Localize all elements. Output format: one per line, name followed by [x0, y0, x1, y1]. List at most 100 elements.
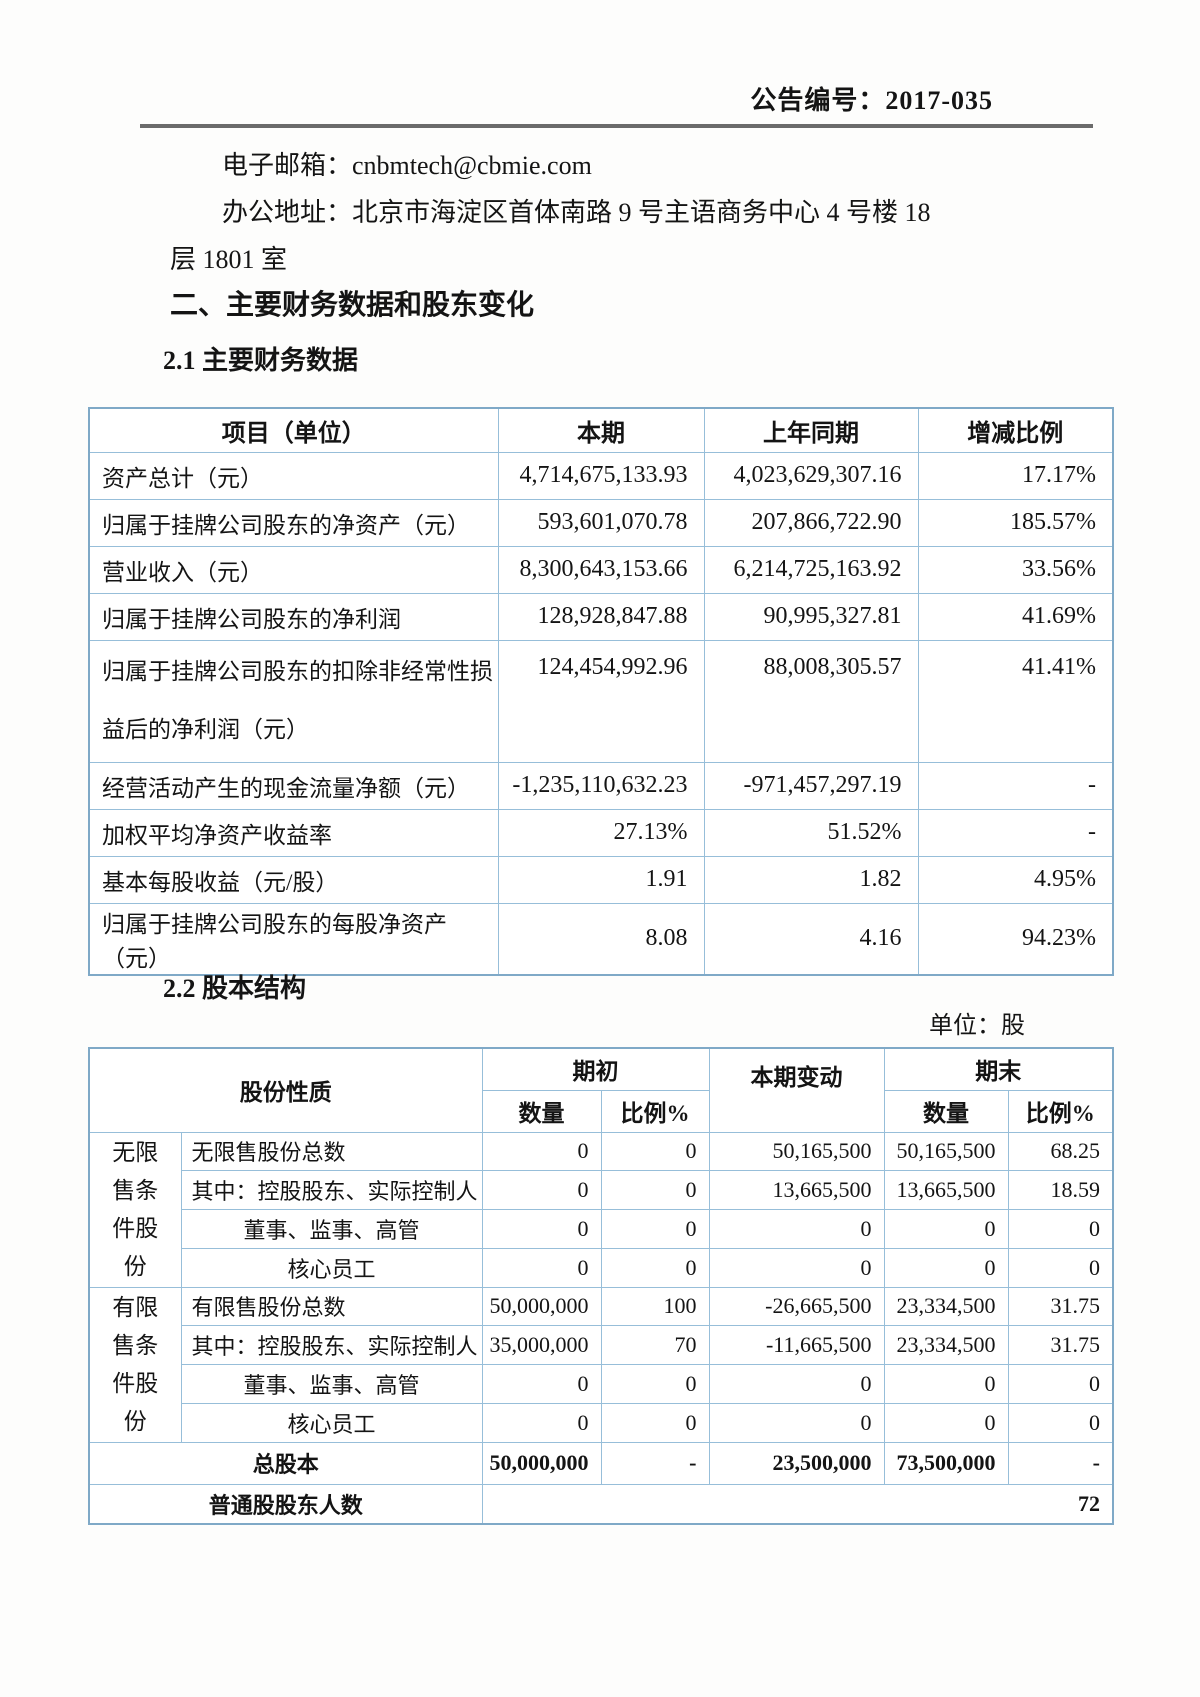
- financial-data-table: 项目（单位） 本期 上年同期 增减比例 资产总计（元） 4,714,675,13…: [88, 407, 1114, 976]
- row-label: 营业收入（元）: [88, 545, 499, 594]
- value-begin-pct: -: [600, 1441, 710, 1485]
- group-label-unrestricted: 无限 售条 件股 份: [88, 1131, 182, 1288]
- financial-table-header-row: 项目（单位） 本期 上年同期 增减比例: [88, 407, 1114, 453]
- address-line-2: 层 1801 室: [170, 245, 288, 274]
- value-begin-pct: 0: [600, 1247, 710, 1288]
- row-label: 普通股股东人数: [88, 1483, 483, 1525]
- value-end-pct: 0: [1007, 1364, 1114, 1404]
- group-label-restricted: 有限 售条 件股 份: [88, 1286, 182, 1443]
- value-begin-qty: 35,000,000: [481, 1325, 602, 1365]
- table-row: 无限 售条 件股 份 无限售股份总数 0 0 50,165,500 50,165…: [88, 1131, 1114, 1288]
- col-header-change: 增减比例: [917, 407, 1114, 453]
- value-end-qty: 23,334,500: [883, 1286, 1009, 1327]
- value-current: 27.13%: [497, 808, 705, 857]
- table-row: 归属于挂牌公司股东的净利润 128,928,847.88 90,995,327.…: [88, 592, 1114, 641]
- value-end-qty: 13,665,500: [883, 1170, 1009, 1210]
- value-change: 0: [708, 1402, 885, 1443]
- value-begin-qty: 0: [481, 1209, 602, 1249]
- value-end-pct: 18.59: [1007, 1170, 1114, 1210]
- value-end-pct: 31.75: [1007, 1286, 1114, 1327]
- value-change: 41.69%: [917, 592, 1114, 641]
- value-change: 4.95%: [917, 855, 1114, 904]
- row-label: 其中：控股股东、实际控制人: [180, 1325, 483, 1365]
- value-begin-qty: 0: [481, 1402, 602, 1443]
- table-row: 资产总计（元） 4,714,675,133.93 4,023,629,307.1…: [88, 451, 1114, 500]
- shareholder-count-row: 普通股股东人数 72: [88, 1483, 1114, 1525]
- row-label: 资产总计（元）: [88, 451, 499, 500]
- shareholder-count-value: 72: [481, 1483, 1114, 1525]
- value-begin-qty: 50,000,000: [481, 1286, 602, 1327]
- value-begin-qty: 0: [481, 1247, 602, 1288]
- value-current: 128,928,847.88: [497, 592, 705, 641]
- col-header-current: 本期: [497, 407, 705, 453]
- row-label: 加权平均净资产收益率: [88, 808, 499, 857]
- col-header-period-end: 期末: [883, 1047, 1114, 1091]
- value-end-qty: 23,334,500: [883, 1325, 1009, 1365]
- col-header-period-begin: 期初: [481, 1047, 710, 1091]
- value-prior: 6,214,725,163.92: [703, 545, 919, 594]
- row-label: 总股本: [88, 1441, 483, 1485]
- value-begin-qty: 0: [481, 1364, 602, 1404]
- value-change: 41.41%: [917, 639, 1114, 763]
- value-change: 94.23%: [917, 902, 1114, 975]
- value-end-pct: -: [1007, 1441, 1114, 1485]
- row-label: 董事、监事、高管: [180, 1209, 483, 1249]
- col-header-begin-pct: 比例%: [600, 1089, 710, 1133]
- row-label: 归属于挂牌公司股东的净利润: [88, 592, 499, 641]
- row-label: 有限售股份总数: [180, 1286, 483, 1327]
- table-row: 其中：控股股东、实际控制人 35,000,000 70 -11,665,500 …: [89, 1325, 1114, 1365]
- table-row: 归属于挂牌公司股东的扣除非经常性损益后的净利润（元） 124,454,992.9…: [88, 639, 1114, 763]
- col-header-end-qty: 数量: [883, 1089, 1009, 1133]
- address-line-1: 办公地址：北京市海淀区首体南路 9 号主语商务中心 4 号楼 18: [222, 198, 931, 227]
- row-label: 归属于挂牌公司股东的净资产（元）: [88, 498, 499, 547]
- section-2-1-heading: 2.1 主要财务数据: [163, 346, 359, 375]
- value-change: 17.17%: [917, 451, 1114, 500]
- value-change: 0: [708, 1209, 885, 1249]
- value-current: -1,235,110,632.23: [497, 761, 705, 810]
- value-begin-qty: 0: [481, 1131, 602, 1172]
- value-begin-pct: 0: [600, 1170, 710, 1210]
- table-row: 董事、监事、高管 0 0 0 0 0: [89, 1209, 1114, 1249]
- value-current: 8,300,643,153.66: [497, 545, 705, 594]
- value-change: 0: [708, 1364, 885, 1404]
- table-row: 其中：控股股东、实际控制人 0 0 13,665,500 13,665,500 …: [89, 1170, 1114, 1210]
- row-label: 核心员工: [180, 1247, 483, 1288]
- value-begin-pct: 0: [600, 1209, 710, 1249]
- table-row: 营业收入（元） 8,300,643,153.66 6,214,725,163.9…: [88, 545, 1114, 594]
- unit-note: 单位：股: [929, 1013, 1025, 1039]
- header-rule: [140, 124, 1093, 128]
- table-row: 核心员工 0 0 0 0 0: [89, 1247, 1114, 1288]
- value-end-qty: 0: [883, 1209, 1009, 1249]
- section-2-2-heading: 2.2 股本结构: [163, 974, 307, 1003]
- value-change: 0: [708, 1247, 885, 1288]
- value-change: -: [917, 808, 1114, 857]
- table-row: 归属于挂牌公司股东的净资产（元） 593,601,070.78 207,866,…: [88, 498, 1114, 547]
- value-change: 185.57%: [917, 498, 1114, 547]
- value-change: 33.56%: [917, 545, 1114, 594]
- row-label: 归属于挂牌公司股东的每股净资产（元）: [88, 902, 499, 975]
- table-row: 董事、监事、高管 0 0 0 0 0: [89, 1364, 1114, 1404]
- section-2-heading: 二、主要财务数据和股东变化: [170, 290, 535, 321]
- col-header-begin-qty: 数量: [481, 1089, 602, 1133]
- col-header-share-nature: 股份性质: [88, 1047, 483, 1133]
- value-end-pct: 68.25: [1007, 1131, 1114, 1172]
- row-label: 其中：控股股东、实际控制人: [180, 1170, 483, 1210]
- table-row: 归属于挂牌公司股东的每股净资产（元） 8.08 4.16 94.23%: [88, 902, 1114, 975]
- value-begin-pct: 70: [600, 1325, 710, 1365]
- value-end-qty: 0: [883, 1247, 1009, 1288]
- col-header-prior: 上年同期: [703, 407, 919, 453]
- value-prior: 51.52%: [703, 808, 919, 857]
- value-change: 23,500,000: [708, 1441, 885, 1485]
- value-begin-pct: 0: [600, 1364, 710, 1404]
- value-prior: 88,008,305.57: [703, 639, 919, 763]
- value-current: 124,454,992.96: [497, 639, 705, 763]
- share-table-header-row-1: 股份性质 期初 本期变动 期末: [88, 1047, 1114, 1133]
- email-line: 电子邮箱：cnbmtech@cbmie.com: [222, 151, 592, 180]
- value-change: -11,665,500: [708, 1325, 885, 1365]
- value-end-qty: 0: [883, 1364, 1009, 1404]
- col-header-item: 项目（单位）: [88, 407, 499, 453]
- row-label: 无限售股份总数: [180, 1131, 483, 1172]
- share-structure-table: 股份性质 期初 本期变动 期末 数量 比例% 数量 比例% 无限 售条 件股 份…: [88, 1047, 1114, 1525]
- value-end-qty: 73,500,000: [883, 1441, 1009, 1485]
